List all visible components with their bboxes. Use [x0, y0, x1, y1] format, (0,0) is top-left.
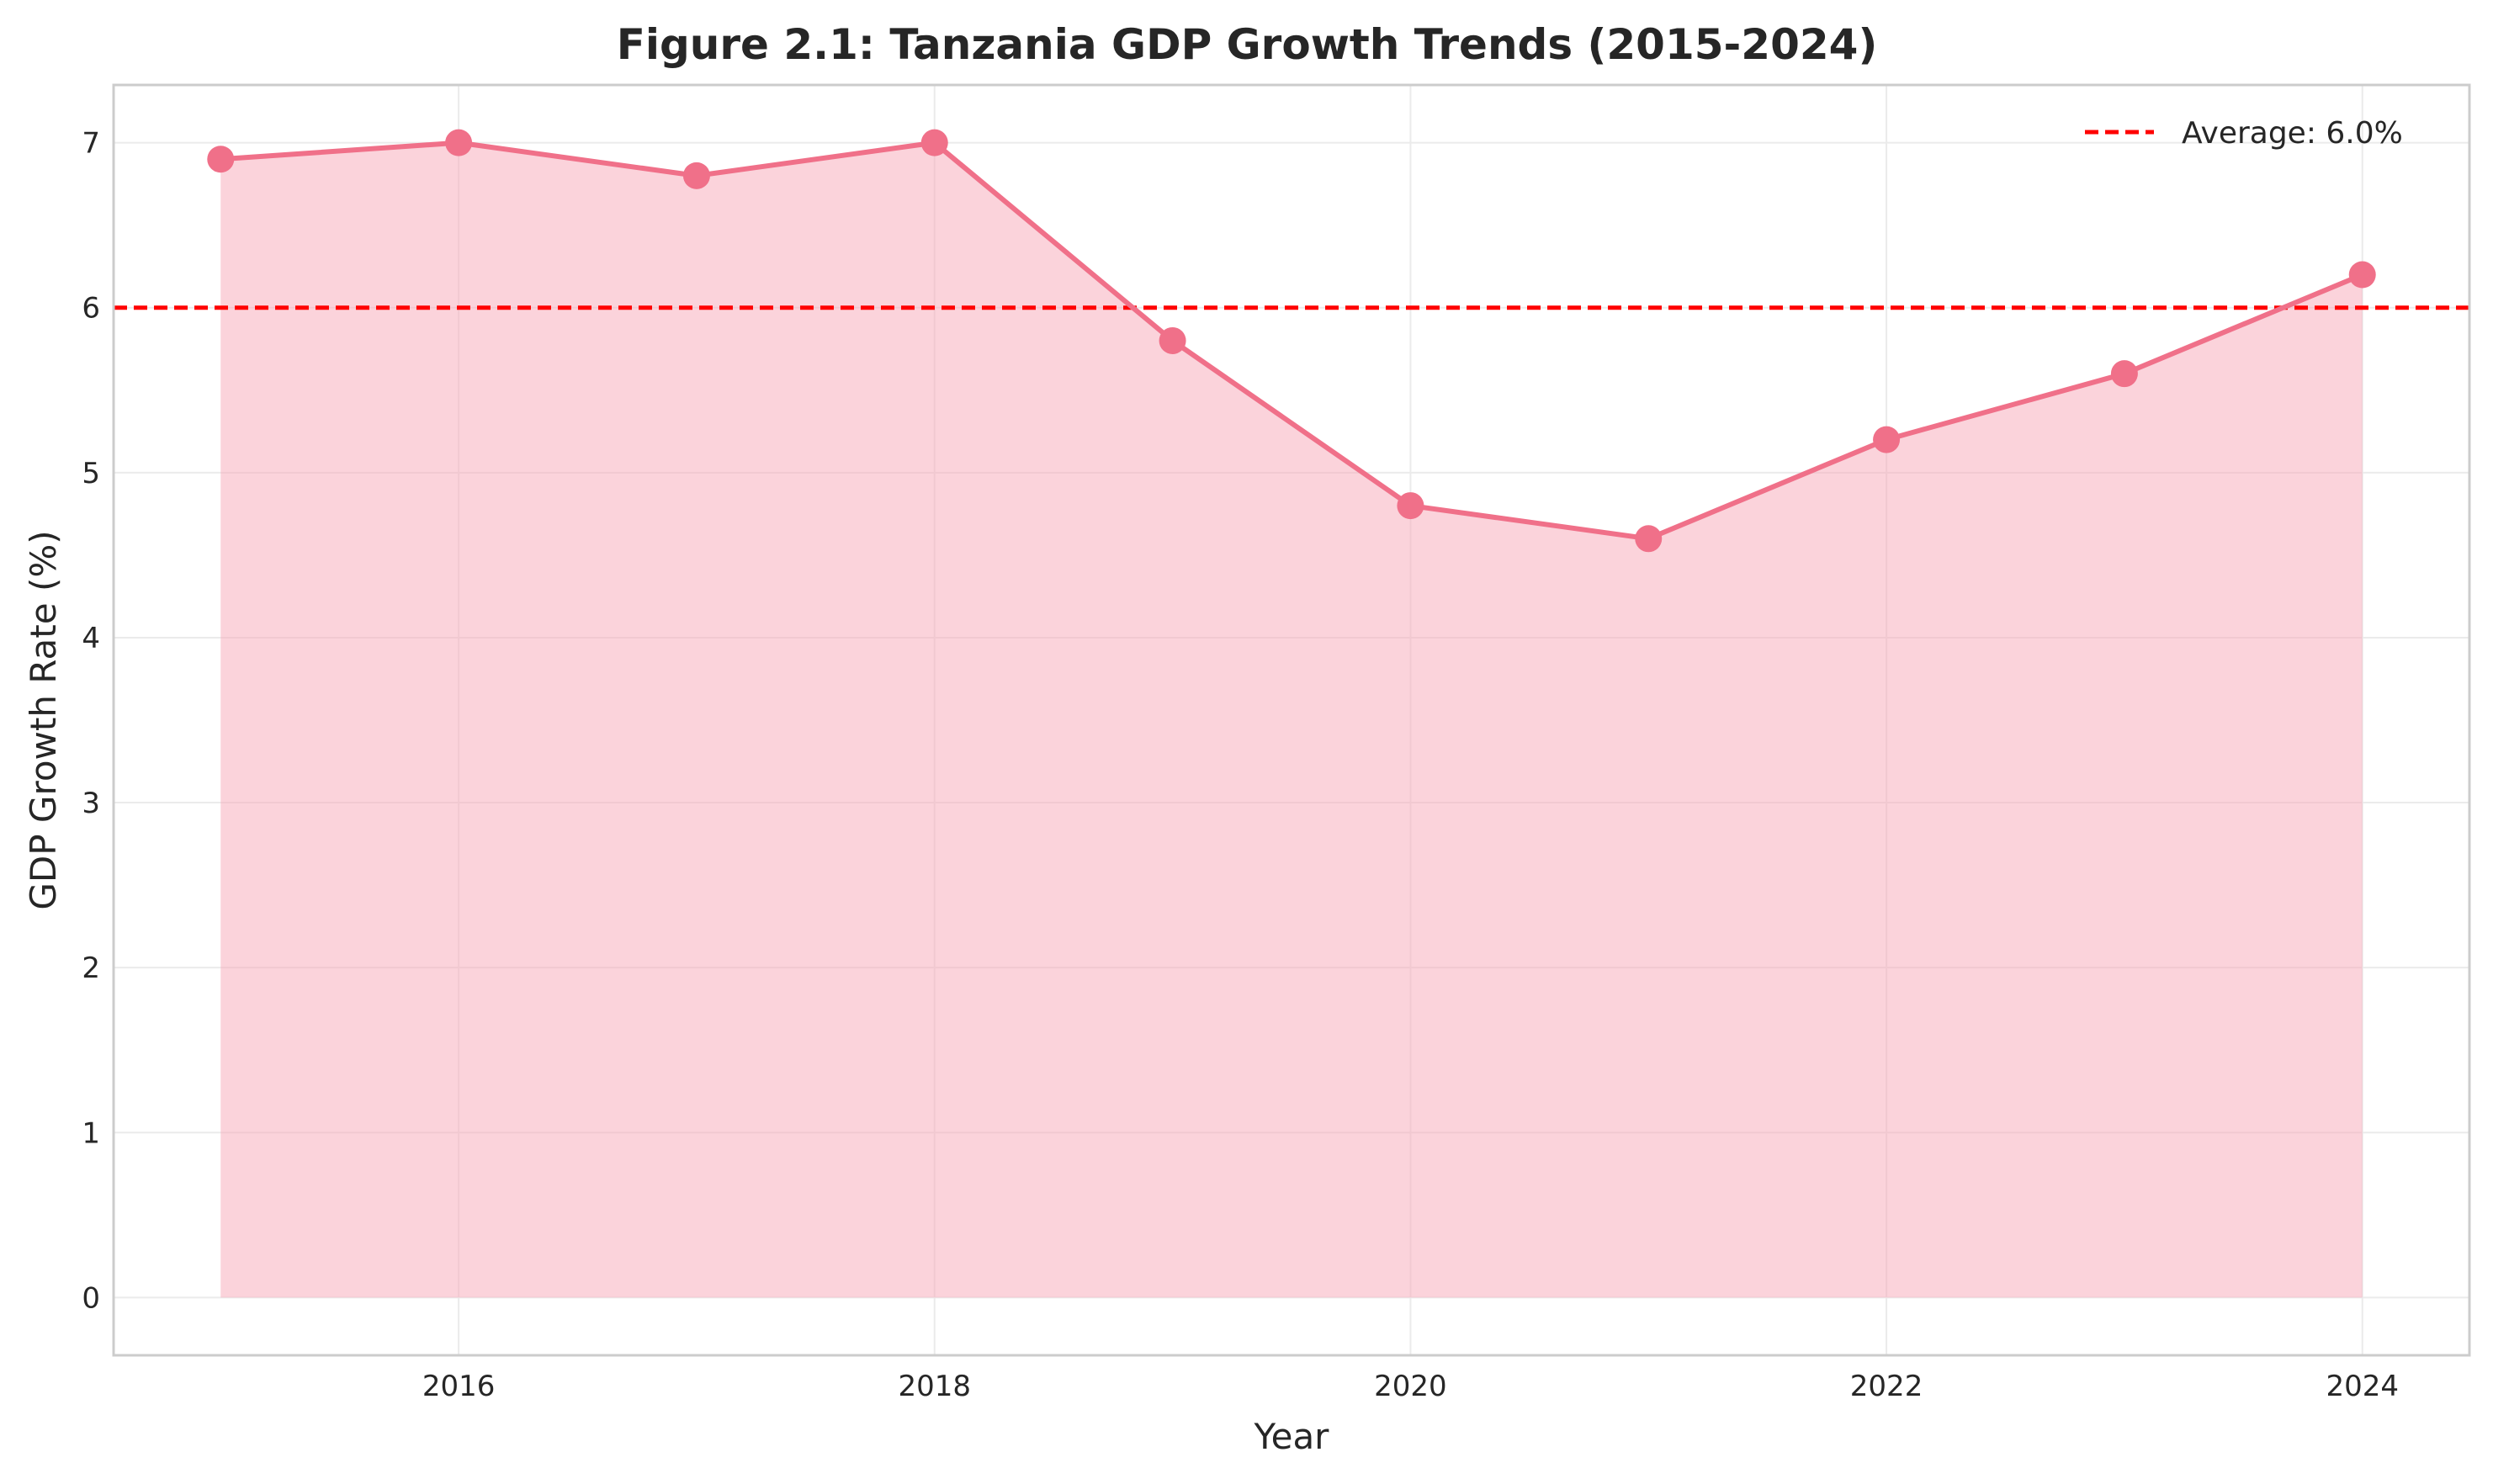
y-tick-label: 3: [82, 787, 100, 820]
x-tick-label: 2018: [898, 1370, 971, 1403]
legend: Average: 6.0%: [2085, 116, 2403, 151]
series-line: [220, 140, 2363, 542]
data-point: [1873, 426, 1901, 453]
x-tick-label: 2022: [1850, 1370, 1923, 1403]
y-tick-label: 1: [82, 1116, 100, 1150]
series-line-layer: [220, 140, 2363, 542]
area-fill: [220, 142, 2363, 1298]
data-point: [682, 162, 710, 189]
y-tick-label: 4: [82, 622, 100, 655]
data-point: [207, 146, 235, 173]
x-axis-ticks: 2016 2018 2020 2022 2024: [422, 1370, 2399, 1403]
data-point: [2348, 261, 2376, 289]
y-tick-label: 6: [82, 292, 100, 326]
plot-border: [112, 83, 2471, 1357]
area-fill-layer: [220, 142, 2363, 1298]
y-tick-label: 5: [82, 457, 100, 490]
data-point: [2110, 360, 2138, 388]
y-tick-label: 7: [82, 127, 100, 161]
data-point: [445, 129, 473, 156]
data-points: [207, 129, 2376, 553]
chart-title: Figure 2.1: Tanzania GDP Growth Trends (…: [617, 20, 1878, 69]
y-axis-label: GDP Growth Rate (%): [23, 530, 64, 909]
x-tick-label: 2020: [1374, 1370, 1447, 1403]
data-point: [1635, 525, 1663, 553]
y-tick-label: 2: [82, 951, 100, 985]
y-tick-label: 0: [82, 1281, 100, 1315]
data-point: [920, 129, 948, 156]
data-point: [1159, 326, 1186, 354]
plot-area: [112, 83, 2471, 1357]
x-axis-label: Year: [1254, 1416, 1330, 1457]
data-point: [1397, 492, 1424, 520]
y-axis-ticks: 0 1 2 3 4 5 6 7: [82, 127, 100, 1316]
x-tick-label: 2024: [2326, 1370, 2399, 1403]
legend-average-label: Average: 6.0%: [2182, 116, 2403, 151]
x-tick-label: 2016: [422, 1370, 496, 1403]
